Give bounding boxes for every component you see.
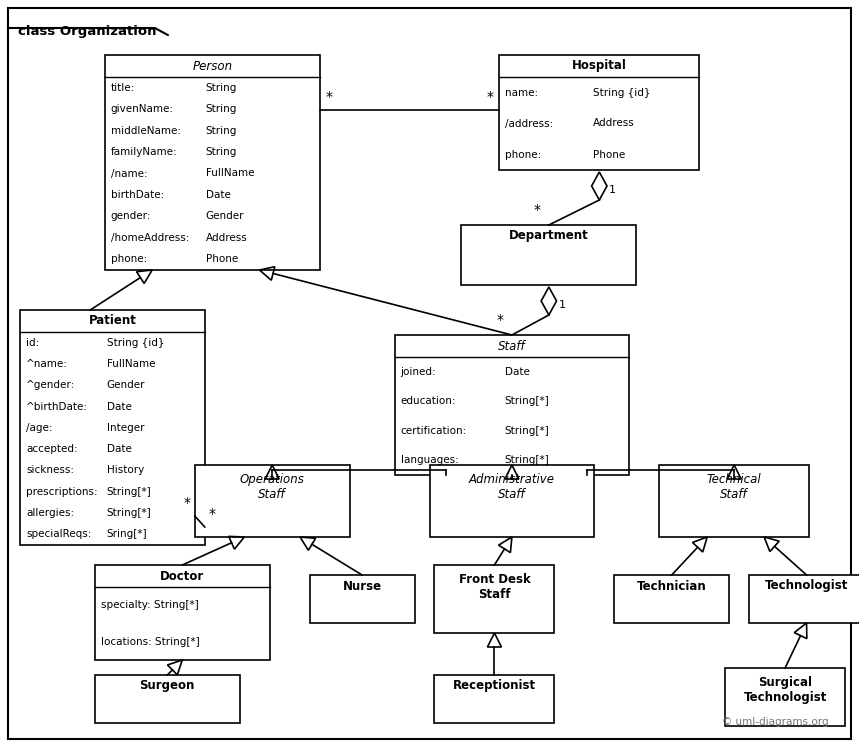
Text: prescriptions:: prescriptions: xyxy=(26,487,97,497)
Text: © uml-diagrams.org: © uml-diagrams.org xyxy=(722,717,829,727)
Bar xyxy=(614,575,729,623)
Text: Doctor: Doctor xyxy=(160,569,205,583)
Text: Integer: Integer xyxy=(107,423,144,433)
Text: Phone: Phone xyxy=(593,149,625,160)
Text: String: String xyxy=(206,83,237,93)
Text: Technologist: Technologist xyxy=(765,580,848,592)
Text: 1: 1 xyxy=(559,300,566,310)
Text: ^gender:: ^gender: xyxy=(26,380,75,390)
Bar xyxy=(429,465,594,537)
Text: Receptionist: Receptionist xyxy=(453,680,536,692)
Text: String[*]: String[*] xyxy=(107,487,151,497)
Text: Date: Date xyxy=(505,367,530,376)
Text: Nurse: Nurse xyxy=(342,580,382,592)
Text: String: String xyxy=(206,125,237,136)
Text: middleName:: middleName: xyxy=(111,125,181,136)
Text: String: String xyxy=(206,104,237,114)
Text: *: * xyxy=(209,507,216,521)
Text: givenName:: givenName: xyxy=(111,104,174,114)
Text: String[*]: String[*] xyxy=(505,396,550,406)
Bar xyxy=(434,565,555,633)
Bar xyxy=(434,675,555,723)
Bar xyxy=(725,668,845,726)
Text: Technician: Technician xyxy=(637,580,707,592)
Text: *: * xyxy=(497,313,504,327)
Text: phone:: phone: xyxy=(111,254,147,264)
Text: Gender: Gender xyxy=(206,211,244,221)
Text: Administrative
Staff: Administrative Staff xyxy=(469,473,555,501)
Text: specialReqs:: specialReqs: xyxy=(26,530,91,539)
Text: FullName: FullName xyxy=(206,169,255,179)
Bar xyxy=(194,465,350,537)
Bar xyxy=(105,55,320,270)
Text: Sring[*]: Sring[*] xyxy=(107,530,147,539)
Text: phone:: phone: xyxy=(506,149,542,160)
Text: String {id}: String {id} xyxy=(107,338,164,347)
Text: Department: Department xyxy=(509,229,589,243)
Text: FullName: FullName xyxy=(107,359,156,369)
Text: class Organization: class Organization xyxy=(18,25,157,37)
Text: String {id}: String {id} xyxy=(593,87,651,98)
Text: /age:: /age: xyxy=(26,423,52,433)
Text: History: History xyxy=(107,465,144,475)
Text: Date: Date xyxy=(107,402,132,412)
Text: *: * xyxy=(326,90,333,104)
Bar xyxy=(749,575,860,623)
Text: title:: title: xyxy=(111,83,135,93)
Text: *: * xyxy=(534,203,541,217)
Text: String[*]: String[*] xyxy=(505,426,550,436)
Text: 1: 1 xyxy=(609,185,617,195)
Text: Date: Date xyxy=(206,190,230,200)
Text: ^birthDate:: ^birthDate: xyxy=(26,402,88,412)
Text: Gender: Gender xyxy=(107,380,145,390)
Text: Address: Address xyxy=(593,119,635,128)
Text: Hospital: Hospital xyxy=(572,60,627,72)
Text: joined:: joined: xyxy=(401,367,436,376)
Text: *: * xyxy=(184,496,191,510)
Text: Technical
Staff: Technical Staff xyxy=(707,473,761,501)
Text: String[*]: String[*] xyxy=(505,455,550,465)
Text: gender:: gender: xyxy=(111,211,151,221)
Text: specialty: String[*]: specialty: String[*] xyxy=(101,601,199,610)
Bar xyxy=(660,465,809,537)
Bar xyxy=(20,310,205,545)
Text: Person: Person xyxy=(192,60,232,72)
Bar xyxy=(395,335,630,475)
Bar xyxy=(95,565,270,660)
Text: education:: education: xyxy=(401,396,456,406)
Text: /address:: /address: xyxy=(506,119,554,128)
Text: sickness:: sickness: xyxy=(26,465,74,475)
Text: String[*]: String[*] xyxy=(107,508,151,518)
Text: Address: Address xyxy=(206,233,248,243)
Text: birthDate:: birthDate: xyxy=(111,190,164,200)
Text: Date: Date xyxy=(107,444,132,454)
Text: certification:: certification: xyxy=(401,426,467,436)
Text: String: String xyxy=(206,147,237,157)
Text: *: * xyxy=(487,90,494,104)
Bar xyxy=(462,225,636,285)
Text: ^name:: ^name: xyxy=(26,359,68,369)
Text: languages:: languages: xyxy=(401,455,458,465)
Text: allergies:: allergies: xyxy=(26,508,74,518)
Text: /name:: /name: xyxy=(111,169,148,179)
Text: Surgical
Technologist: Surgical Technologist xyxy=(743,676,826,704)
Text: locations: String[*]: locations: String[*] xyxy=(101,636,200,647)
Text: name:: name: xyxy=(506,87,538,98)
Text: Surgeon: Surgeon xyxy=(139,680,195,692)
Bar xyxy=(500,55,699,170)
Text: /homeAddress:: /homeAddress: xyxy=(111,233,189,243)
Text: Operations
Staff: Operations Staff xyxy=(240,473,304,501)
Bar xyxy=(95,675,240,723)
Text: familyName:: familyName: xyxy=(111,147,177,157)
Bar xyxy=(310,575,415,623)
Text: id:: id: xyxy=(26,338,40,347)
Text: Staff: Staff xyxy=(498,339,525,353)
Text: Phone: Phone xyxy=(206,254,238,264)
Text: Patient: Patient xyxy=(89,314,136,327)
Text: accepted:: accepted: xyxy=(26,444,77,454)
Text: Front Desk
Staff: Front Desk Staff xyxy=(458,573,531,601)
